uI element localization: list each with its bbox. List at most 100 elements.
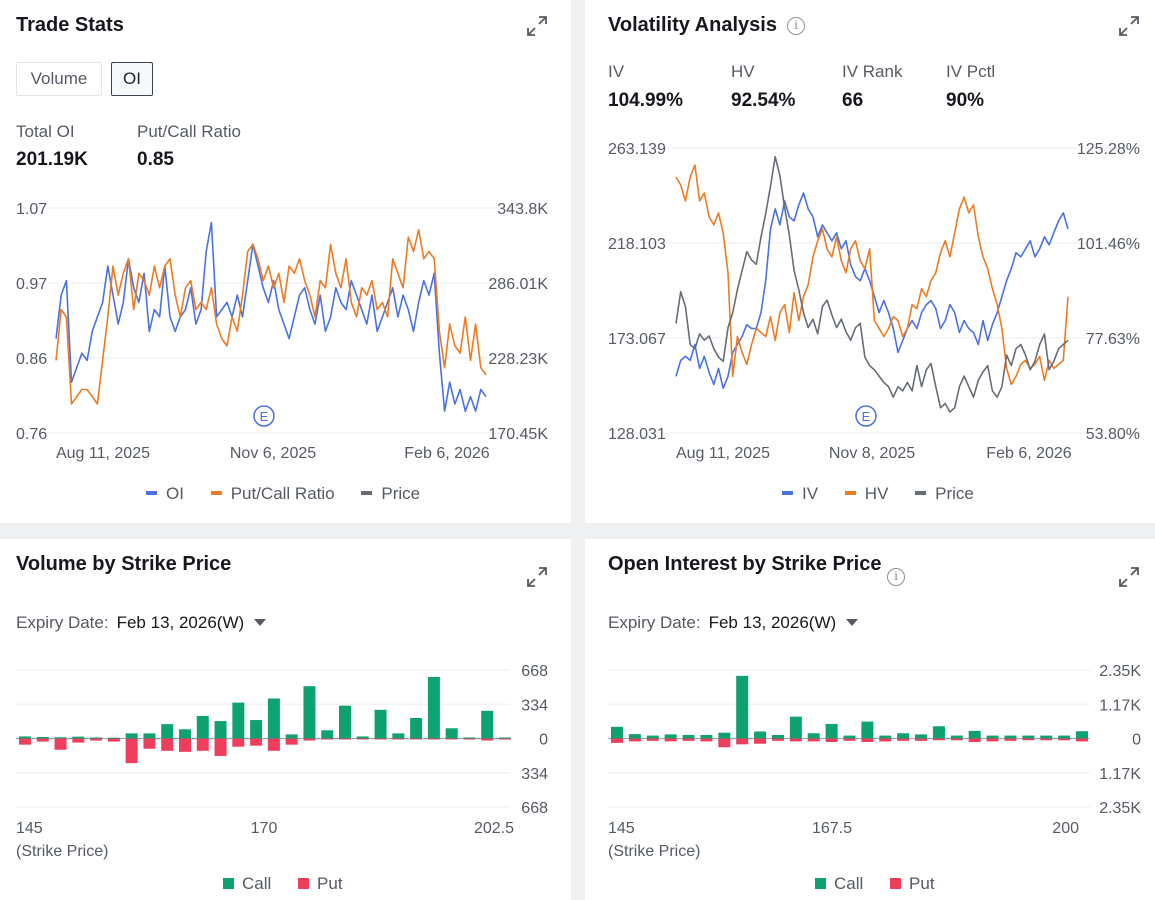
y-right-tick-label: 101.46% — [1077, 236, 1140, 253]
call-bar — [392, 733, 405, 739]
put-bar — [356, 738, 369, 740]
legend-item-put[interactable]: Put — [298, 874, 343, 894]
put-bar — [879, 738, 892, 742]
put-bar — [825, 738, 838, 742]
put-bar — [1076, 738, 1088, 742]
legend-item-put-call-ratio[interactable]: Put/Call Ratio — [210, 484, 335, 504]
put-bar — [285, 738, 298, 745]
legend-item-price[interactable]: Price — [915, 484, 974, 504]
put-bar — [392, 738, 405, 740]
put-bar — [410, 738, 423, 740]
put-bar — [161, 738, 174, 751]
x-tick-label: 145 — [16, 820, 43, 837]
volume-toggle-button[interactable]: Volume — [16, 62, 102, 96]
expiry-date-label: Expiry Date: — [608, 613, 701, 632]
caret-down-icon[interactable] — [254, 618, 267, 626]
legend-item-call[interactable]: Call — [815, 874, 863, 894]
expiry-date-label: Expiry Date: — [16, 613, 109, 632]
put-bar — [611, 738, 623, 743]
call-swatch — [815, 877, 826, 889]
volume-by-strike-title: Volume by Strike Price — [16, 553, 232, 575]
x-tick-label: Nov 6, 2025 — [230, 445, 316, 462]
expand-icon[interactable] — [526, 566, 548, 588]
y-left-tick-label: 1.07 — [16, 201, 47, 218]
series-line-price — [675, 155, 1069, 413]
info-icon[interactable]: i — [887, 568, 905, 586]
put-bar — [807, 738, 820, 742]
y-tick-label: 1.17K — [1099, 766, 1141, 783]
price-swatch — [915, 491, 927, 496]
legend-item-put[interactable]: Put — [890, 874, 935, 894]
expiry-date-value[interactable]: Feb 13, 2026(W) — [708, 613, 837, 632]
volatility-chart[interactable]: 263.139 125.28% 218.103 101.46% 173.067 77.63… — [585, 0, 1155, 523]
iv-rank-label: IV Rank — [842, 62, 903, 81]
iv-label: IV — [608, 62, 625, 81]
put-bar — [303, 738, 316, 741]
legend-item-hv[interactable]: HV — [844, 484, 888, 504]
call-bar — [646, 735, 659, 739]
legend-item-call[interactable]: Call — [223, 874, 271, 894]
volume-by-strike-chart[interactable]: 668 334 0 334 668 145 170 202.5 — [0, 539, 571, 900]
call-bar — [179, 729, 191, 739]
iv-rank-value: 66 — [842, 90, 864, 111]
call-bar — [1040, 735, 1053, 739]
y-left-tick-label: 0.86 — [16, 351, 47, 368]
call-bar — [72, 736, 85, 739]
x-tick-label: 200 — [1052, 820, 1079, 837]
trade-stats-chart[interactable]: 1.07 343.8K 0.97 286.01K 0.86 228.23K 0.76 170.… — [0, 0, 571, 523]
put-bar — [267, 738, 280, 751]
y-right-tick-label: 53.80% — [1086, 426, 1140, 443]
y-right-tick-label: 286.01K — [488, 276, 548, 293]
total-oi-value: 201.19K — [16, 149, 88, 170]
call-bar — [986, 735, 999, 739]
hv-swatch — [844, 491, 856, 496]
put-bar — [232, 738, 245, 747]
put-bar — [789, 738, 802, 742]
caret-down-icon[interactable] — [846, 618, 859, 626]
x-tick-label: 145 — [608, 820, 635, 837]
expand-icon[interactable] — [526, 15, 548, 37]
y-left-tick-label: 263.139 — [608, 141, 666, 158]
y-right-tick-label: 343.8K — [497, 201, 548, 218]
call-bar — [879, 735, 892, 739]
put-bar — [339, 738, 351, 740]
call-bar — [374, 709, 387, 739]
call-bar — [1004, 735, 1017, 739]
strike-price-caption: (Strike Price) — [16, 843, 109, 860]
put-bar — [107, 738, 120, 742]
y-left-tick-label: 0.97 — [16, 276, 47, 293]
call-bar — [196, 715, 209, 739]
expiry-date-selector[interactable]: Expiry Date: Feb 13, 2026(W) — [16, 613, 267, 633]
call-bar — [932, 726, 945, 739]
y-left-tick-label: 0.76 — [16, 426, 47, 443]
call-bar — [1022, 735, 1035, 739]
call-bar — [356, 736, 369, 739]
expand-icon[interactable] — [1118, 15, 1140, 37]
put-bar — [54, 738, 67, 750]
iv-pctl-value: 90% — [946, 90, 985, 111]
call-bar — [427, 676, 440, 739]
expiry-date-selector[interactable]: Expiry Date: Feb 13, 2026(W) — [608, 613, 859, 633]
legend-item-oi[interactable]: OI — [146, 484, 184, 504]
put-bar — [718, 738, 731, 748]
x-tick-label: Feb 6, 2026 — [986, 445, 1072, 462]
legend-item-price[interactable]: Price — [361, 484, 420, 504]
put-bar — [463, 738, 476, 740]
y-tick-label: 2.35K — [1099, 800, 1141, 817]
series-line-put-call-ratio — [55, 229, 487, 405]
info-icon[interactable]: i — [787, 17, 805, 35]
call-bar — [843, 735, 856, 739]
call-bar — [410, 717, 423, 739]
oi-by-strike-chart[interactable]: 2.35K 1.17K 0 1.17K 2.35K 145 167.5 200 — [585, 539, 1155, 900]
put-swatch — [890, 877, 902, 889]
y-tick-label: 334 — [521, 697, 548, 714]
put-bar — [986, 738, 999, 742]
oi-toggle-button[interactable]: OI — [111, 62, 153, 96]
trade-stats-legend: OI Put/Call Ratio Price — [146, 484, 442, 504]
volume-by-strike-legend: Call Put — [223, 874, 365, 894]
expiry-date-value[interactable]: Feb 13, 2026(W) — [116, 613, 245, 632]
expand-icon[interactable] — [1118, 566, 1140, 588]
legend-item-iv[interactable]: IV — [782, 484, 818, 504]
x-tick-label: 202.5 — [474, 820, 514, 837]
put-bar — [445, 738, 458, 740]
